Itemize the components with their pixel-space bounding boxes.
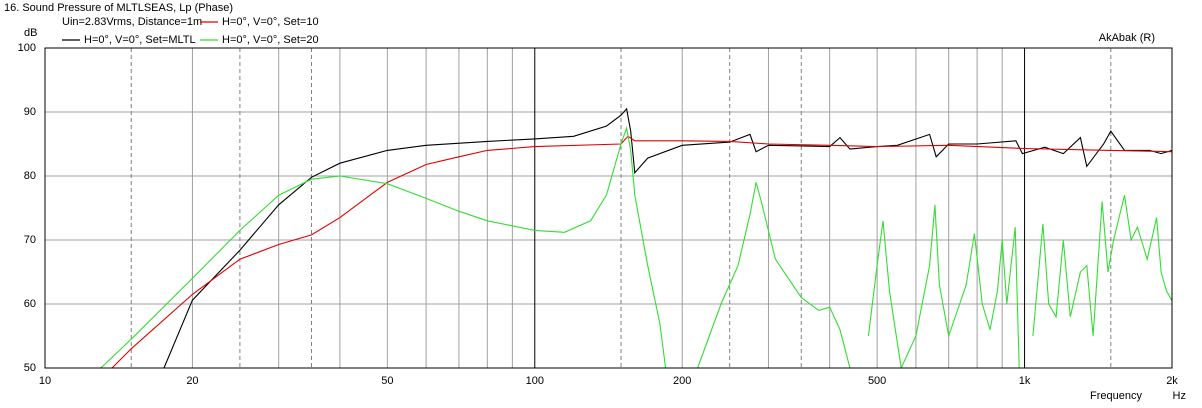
y-tick-label: 100 [18, 42, 36, 54]
y-tick-label: 90 [24, 106, 36, 118]
grid [44, 47, 1173, 369]
y-tick-label: 70 [24, 234, 36, 246]
subtitle: Uin=2.83Vrms, Distance=1m [62, 16, 202, 28]
x-tick-label: 50 [381, 375, 393, 387]
series-line [45, 125, 1172, 368]
y-tick-label: 60 [24, 298, 36, 310]
x-axis-label: Frequency [1090, 390, 1142, 402]
x-tick-label: 100 [526, 375, 544, 387]
x-tick-label: 10 [39, 375, 51, 387]
series-line [45, 107, 1172, 368]
y-tick-label: 50 [24, 362, 36, 374]
series-line [45, 135, 1172, 368]
legend-label: H=0°, V=0°, Set=20 [222, 34, 319, 46]
x-axis-unit: Hz [1173, 390, 1186, 402]
x-tick-label: 20 [186, 375, 198, 387]
annotation: AkAbak (R) [1099, 32, 1155, 44]
x-tick-label: 500 [868, 375, 886, 387]
x-tick-label: 200 [673, 375, 691, 387]
legend-label: H=0°, V=0°, Set=MLTL [84, 34, 196, 46]
y-axis-label: dB [24, 27, 37, 39]
chart-title: 16. Sound Pressure of MLTLSEAS, Lp (Phas… [4, 2, 233, 14]
plot-lines [45, 107, 1172, 368]
y-tick-label: 80 [24, 170, 36, 182]
legend-label: H=0°, V=0°, Set=10 [222, 16, 319, 28]
plot-frame [44, 47, 1173, 369]
x-tick-label: 2k [1166, 375, 1178, 387]
x-tick-label: 1k [1019, 375, 1031, 387]
